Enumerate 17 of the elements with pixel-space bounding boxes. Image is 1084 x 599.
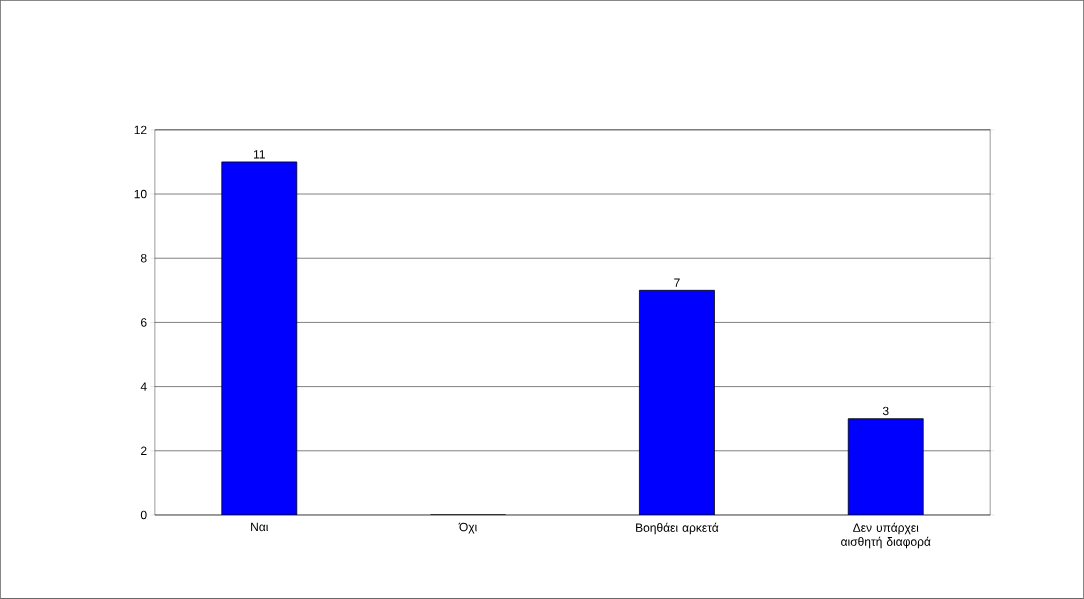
bar: [221, 161, 298, 516]
y-tick-label: 0: [140, 510, 147, 520]
y-tick-label: 4: [140, 382, 147, 391]
x-tick-label: Ναι: [251, 522, 269, 532]
x-tick-label: Βοηθάει αρκετά: [636, 522, 719, 535]
data-label: 3: [882, 406, 889, 416]
bar: [639, 290, 715, 516]
data-label: 11: [253, 150, 265, 159]
y-tick-label: 12: [134, 125, 147, 135]
y-tick-label: 8: [140, 254, 147, 263]
x-tick-label: Όχι: [458, 522, 477, 534]
y-tick-label: 10: [134, 189, 147, 199]
y-tick-label: 2: [141, 446, 147, 456]
y-tick-label: 6: [141, 318, 147, 327]
x-tick-label: Δεν υπάρχει αισθητή διαφορά: [841, 522, 931, 549]
bar: [847, 418, 924, 516]
data-label: 7: [674, 278, 680, 287]
